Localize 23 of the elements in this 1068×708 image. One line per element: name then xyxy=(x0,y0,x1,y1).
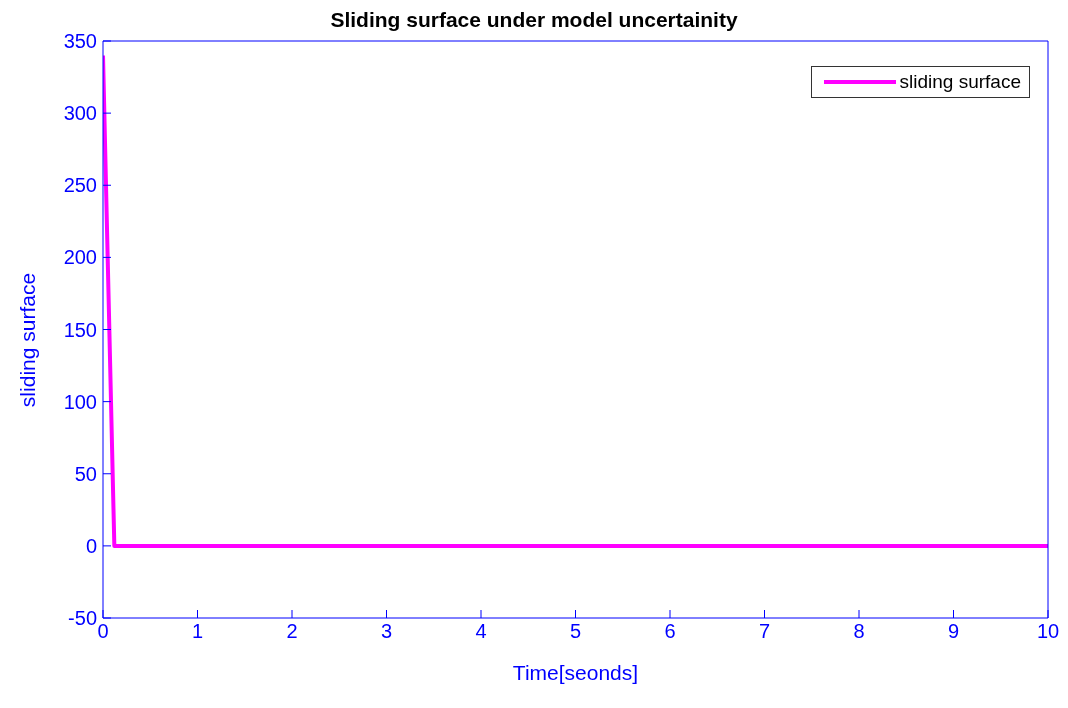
y-tick-label: 50 xyxy=(74,462,97,485)
y-tick-label: 0 xyxy=(85,534,97,557)
y-tick-label: 100 xyxy=(63,390,97,413)
x-tick-label: 3 xyxy=(380,620,393,643)
x-tick-label: 5 xyxy=(569,620,582,643)
y-tick-label: 150 xyxy=(63,318,97,341)
x-tick-label: 6 xyxy=(664,620,676,643)
legend-label: sliding surface xyxy=(899,71,1021,93)
x-tick-label: 1 xyxy=(191,620,204,643)
x-tick-label: 9 xyxy=(947,620,960,643)
x-tick-label: 2 xyxy=(286,620,298,643)
y-tick-label: 300 xyxy=(63,102,97,125)
chart-title: Sliding surface under model uncertainity xyxy=(329,8,739,32)
x-tick-label: 4 xyxy=(475,620,487,643)
y-tick-label: -50 xyxy=(68,607,97,630)
y-tick-label: 250 xyxy=(63,174,97,197)
x-tick-label: 8 xyxy=(853,620,865,643)
y-tick-label: 200 xyxy=(63,246,97,269)
y-tick-label: 350 xyxy=(63,30,97,53)
y-axis-title: sliding surface xyxy=(16,271,40,410)
x-tick-label: 10 xyxy=(1036,620,1060,643)
x-axis-title: Time[seonds] xyxy=(512,661,639,684)
x-tick-label: 7 xyxy=(758,620,771,643)
